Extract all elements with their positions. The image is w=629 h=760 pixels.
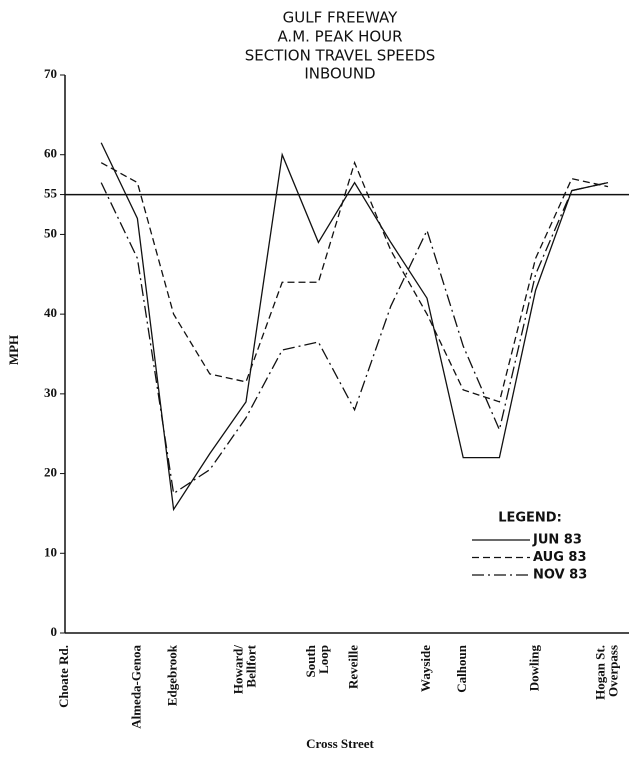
x-axis-label: Cross Street: [306, 736, 374, 751]
y-tick-label: 10: [44, 544, 57, 559]
y-axis-label: MPH: [6, 335, 21, 365]
x-tick-label: Wayside: [418, 645, 433, 692]
chart-title: INBOUND: [304, 65, 375, 83]
legend-title: LEGEND:: [498, 511, 562, 526]
y-tick-label: 55: [44, 186, 58, 201]
y-tick-label: 20: [44, 465, 57, 480]
y-tick-label: 30: [44, 385, 57, 400]
series-line: [100, 160, 609, 403]
x-tick-label: Edgebrook: [165, 644, 180, 706]
y-tick-label: 40: [44, 305, 57, 320]
legend-label: JUN 83: [532, 533, 582, 548]
series-line: [100, 181, 609, 495]
y-tick-label: 0: [51, 624, 58, 639]
y-tick-label: 70: [44, 66, 57, 81]
x-tick-label: Reveille: [346, 645, 361, 689]
x-tick-label: Dowling: [527, 645, 542, 692]
x-tick-label: Calhoun: [454, 644, 469, 692]
x-tick-label: Hogan St.Overpass: [592, 645, 620, 700]
x-tick-label: Choate Rd.: [56, 645, 71, 708]
legend-label: NOV 83: [533, 568, 587, 583]
y-tick-label: 50: [44, 225, 57, 240]
x-tick-label: SouthLoop: [303, 644, 331, 677]
chart-title: GULF FREEWAY: [283, 9, 398, 27]
x-tick-label: Almeda-Genoa: [128, 645, 143, 729]
chart-title: SECTION TRAVEL SPEEDS: [245, 47, 436, 65]
series-line: [100, 142, 609, 512]
x-tick-label: Howard/Bellfort: [230, 644, 258, 694]
y-tick-label: 60: [44, 146, 57, 161]
legend-label: AUG 83: [533, 550, 587, 565]
title: GULF FREEWAY A.M. PEAK HOUR SECTION TRAV…: [245, 9, 436, 83]
chart-title: A.M. PEAK HOUR: [277, 28, 402, 46]
